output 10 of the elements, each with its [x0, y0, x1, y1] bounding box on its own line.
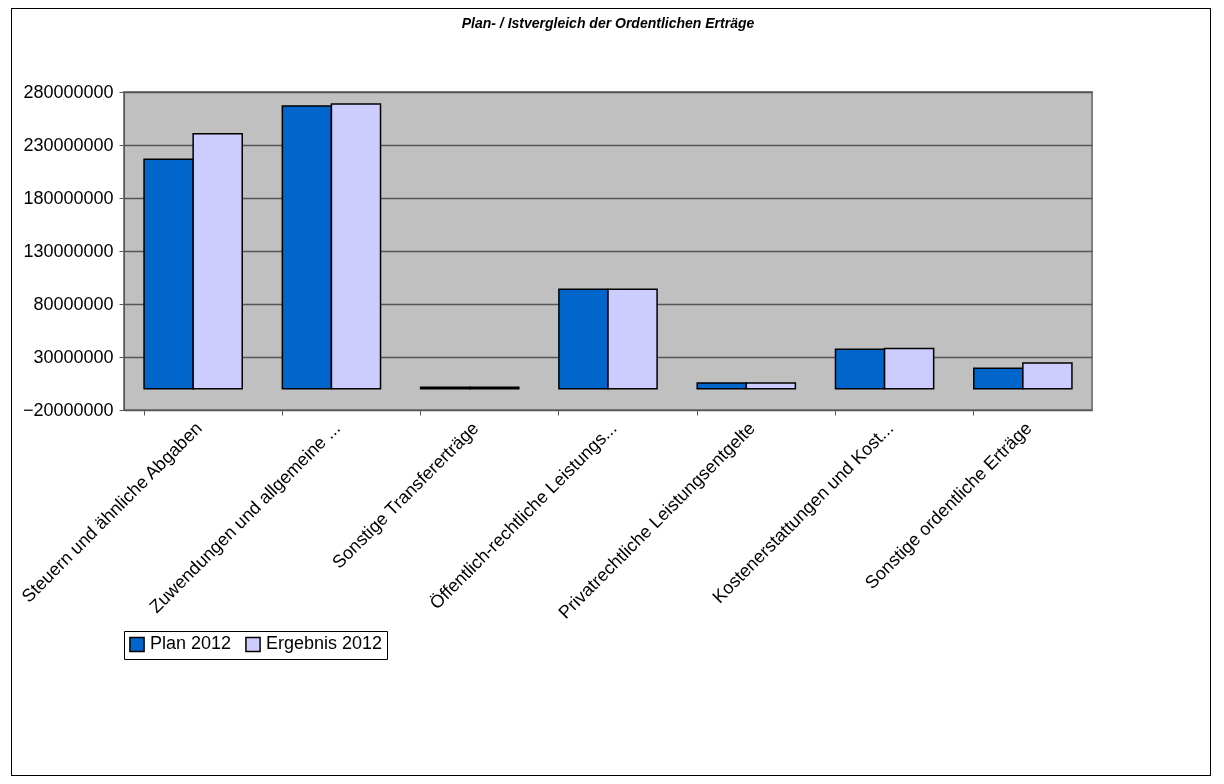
y-tick-label: −20000000	[22, 399, 114, 420]
legend-label: Ergebnis 2012	[266, 633, 383, 654]
y-tick-label: 180000000	[23, 187, 114, 208]
y-tick-label: 30000000	[33, 346, 114, 367]
legend-label: Plan 2012	[150, 633, 232, 654]
y-tick-label: 280000000	[23, 81, 114, 102]
y-tick-label: 130000000	[23, 240, 114, 261]
y-tick-label: 80000000	[33, 293, 114, 314]
y-tick-label: 230000000	[23, 134, 114, 155]
chart-title: Plan- / Istvergleich der Ordentlichen Erträge	[461, 15, 755, 31]
